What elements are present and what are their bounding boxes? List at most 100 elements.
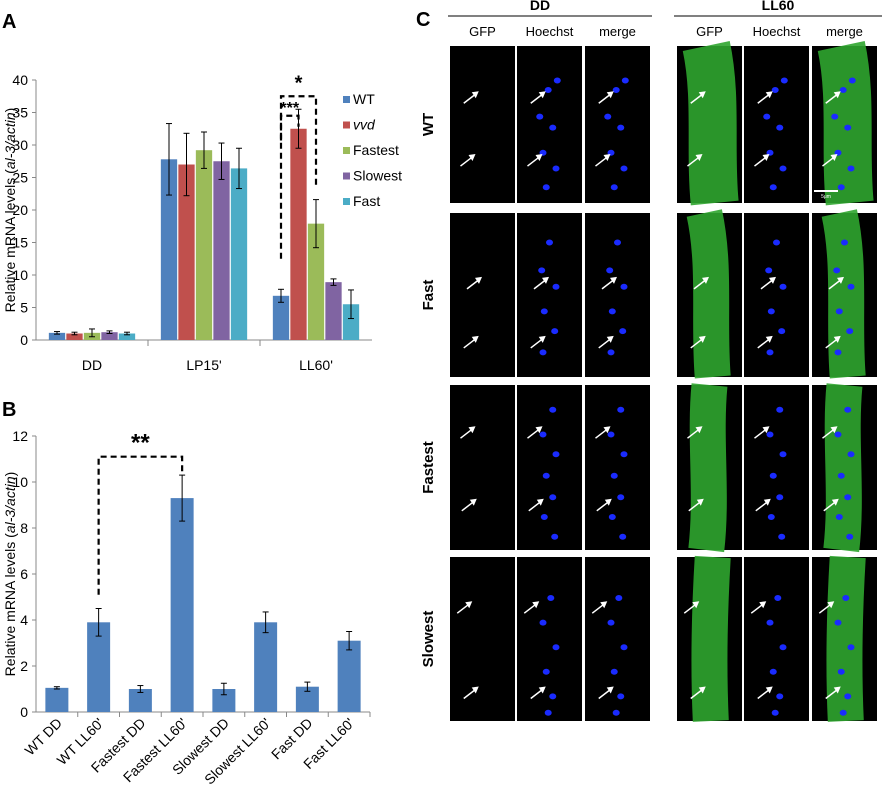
chart-b-bar-slowest-ll60 (254, 622, 278, 712)
nucleus (549, 494, 557, 501)
nucleus (549, 124, 557, 131)
nucleus (846, 328, 854, 335)
panel-letter-a: A (2, 11, 16, 33)
arrow-head (606, 686, 614, 694)
nucleus (844, 406, 852, 413)
nucleus (612, 86, 620, 93)
nucleus (614, 239, 621, 246)
chart-a-category-label: LP15' (186, 357, 221, 373)
chart-b-ytick-label: 2 (20, 658, 28, 674)
scale-bar-label: 5μm (821, 194, 831, 200)
micrograph-background (450, 46, 515, 203)
micrograph-slowest-gfp-ll60 (677, 555, 742, 722)
group-heading-dd: DD (530, 0, 550, 13)
micrograph-fastest-merge-ll60 (812, 383, 877, 553)
nucleus (767, 308, 775, 315)
chart-b-ytick-label: 4 (20, 612, 28, 628)
chart-b-bar-fast-ll60 (337, 640, 361, 712)
chart-a-ytick-label: 0 (20, 332, 28, 348)
nucleus (617, 124, 625, 131)
micrograph-wt-merge-ll60: 5μm (812, 41, 877, 206)
arrow-head (762, 426, 770, 434)
micrograph-fast-gfp-ll60 (677, 209, 742, 379)
micrograph-wt-hoechst-ll60 (744, 46, 809, 203)
arrow-head (542, 276, 549, 284)
micrograph-wt-merge-dd (585, 46, 650, 203)
nucleus (621, 77, 629, 84)
chart-b-ytick-label: 0 (20, 704, 28, 720)
arrow-head (702, 276, 709, 284)
nucleus (763, 113, 771, 120)
arrow-head (538, 335, 546, 343)
micrograph-background (517, 46, 582, 203)
micrograph-slowest-gfp-dd (450, 557, 515, 721)
hypha-gfp (823, 383, 863, 553)
arrow-head (532, 601, 540, 609)
micrograph-slowest-merge-dd (585, 557, 650, 721)
nucleus (617, 494, 625, 501)
arrow-head (468, 426, 476, 434)
chart-a-ytick-label: 15 (12, 235, 28, 251)
column-heading-merge: merge (826, 24, 863, 39)
chart-a-ytick-label: 10 (12, 267, 28, 283)
hypha-gfp (686, 209, 731, 379)
nucleus (620, 283, 628, 290)
nucleus (769, 668, 777, 675)
arrow-head (698, 335, 706, 343)
nucleus (552, 451, 560, 458)
arrow-head (837, 276, 844, 284)
micrograph-fastest-hoechst-dd (517, 385, 582, 550)
micrograph-background (517, 557, 582, 721)
nucleus (542, 184, 550, 191)
nucleus (779, 165, 787, 172)
arrow-head (603, 426, 611, 434)
arrow-head (698, 91, 706, 99)
nucleus (620, 451, 628, 458)
micrograph-background (450, 557, 515, 721)
nucleus (778, 533, 786, 540)
nucleus (766, 349, 774, 356)
arrow-head (469, 498, 477, 506)
arrow-head (536, 498, 544, 506)
micrograph-fastest-hoechst-ll60 (744, 385, 809, 550)
micrograph-background (450, 213, 515, 377)
arrow-head (695, 154, 703, 162)
micrograph-background (585, 46, 650, 203)
column-heading-gfp: GFP (469, 24, 496, 39)
micrograph-background (744, 557, 809, 721)
panel-letter-c: C (416, 9, 430, 31)
chart-b-bar-slowest-dd (212, 689, 236, 712)
microscopy-panel: DD LL60 GFP Hoechst merge GFP Hoechst merge WT… (420, 0, 882, 722)
arrow-head (765, 686, 773, 694)
nucleus (544, 86, 552, 93)
column-heading-hoechst: Hoechst (753, 24, 801, 39)
nucleus (839, 709, 847, 716)
nucleus (607, 349, 615, 356)
chart-b-bar-fastest-dd (128, 689, 152, 712)
nucleus (847, 451, 855, 458)
arrow-head (606, 91, 614, 99)
arrow-head (833, 686, 841, 694)
chart-b-ytick-label: 12 (12, 428, 28, 444)
arrow-head (600, 601, 608, 609)
nucleus (551, 533, 559, 540)
nucleus (847, 644, 855, 651)
nucleus (780, 77, 788, 84)
nucleus (549, 693, 557, 700)
chart-b-ytick-label: 10 (12, 474, 28, 490)
arrow-head (765, 91, 773, 99)
row-label-fastest: Fastest (420, 441, 437, 494)
nucleus (834, 349, 842, 356)
nucleus (539, 619, 547, 626)
legend-swatch-fast (343, 198, 350, 205)
arrow-head (606, 335, 614, 343)
nucleus (776, 494, 784, 501)
nucleus (774, 595, 782, 601)
nucleus (615, 595, 623, 601)
legend-swatch-fastest (343, 147, 350, 154)
panel-letter-b: B (2, 399, 16, 421)
nucleus (542, 668, 550, 675)
nucleus (834, 431, 842, 438)
nucleus (619, 328, 627, 335)
micrograph-background (517, 385, 582, 550)
